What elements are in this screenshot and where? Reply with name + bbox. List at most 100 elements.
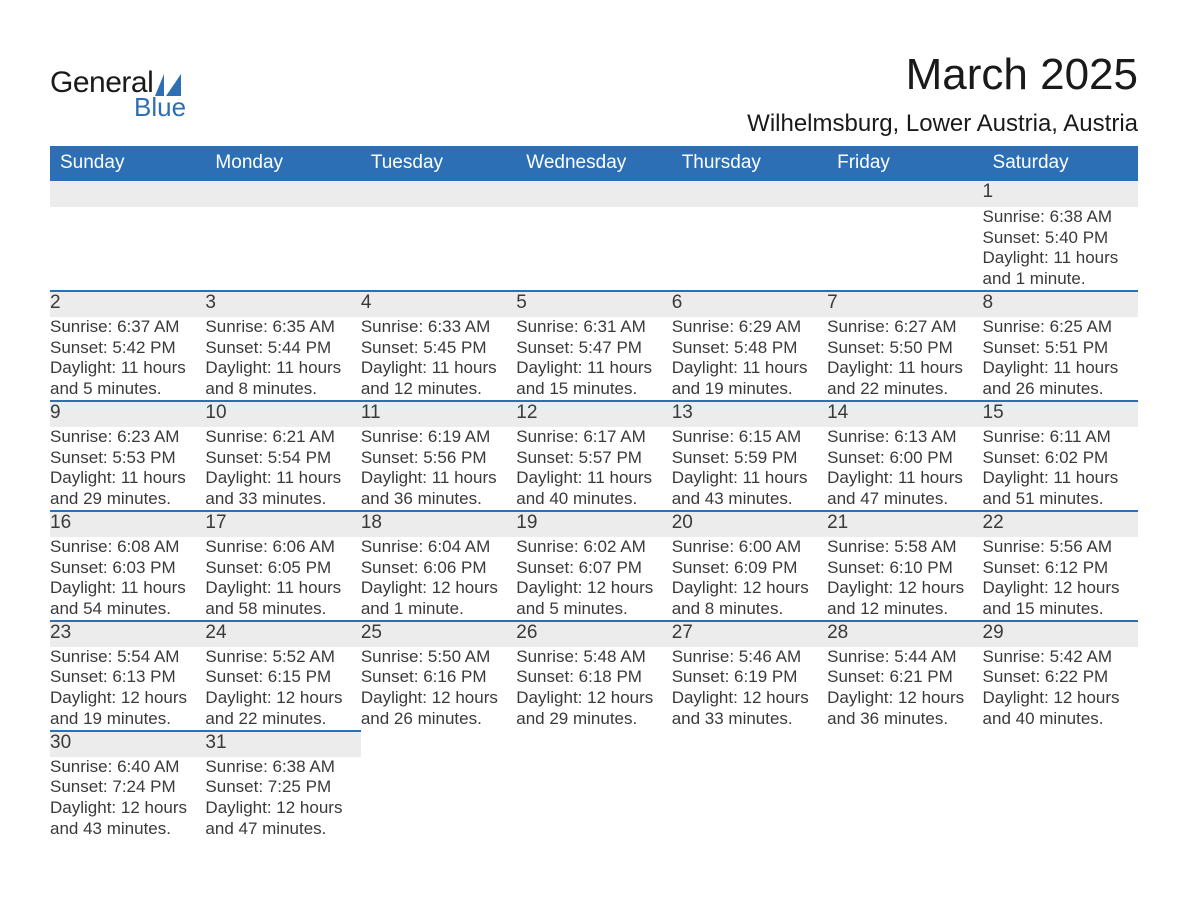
day-detail-cell: Sunrise: 6:08 AMSunset: 6:03 PMDaylight:… [50, 537, 205, 621]
day-sr: Sunrise: 5:42 AM [983, 647, 1138, 668]
day-d1: Daylight: 11 hours [205, 468, 360, 489]
day-number-cell [827, 181, 982, 207]
day-detail-cell: Sunrise: 6:40 AMSunset: 7:24 PMDaylight:… [50, 757, 205, 840]
day-ss: Sunset: 6:13 PM [50, 667, 205, 688]
day-ss: Sunset: 5:40 PM [983, 228, 1138, 249]
day-detail-cell: Sunrise: 6:23 AMSunset: 5:53 PMDaylight:… [50, 427, 205, 511]
day-number-row: 2345678 [50, 291, 1138, 317]
day-detail-cell: Sunrise: 6:31 AMSunset: 5:47 PMDaylight:… [516, 317, 671, 401]
day-detail-cell: Sunrise: 5:48 AMSunset: 6:18 PMDaylight:… [516, 647, 671, 731]
day-detail-cell [361, 757, 516, 840]
day-number-cell: 6 [672, 291, 827, 317]
day-detail-cell: Sunrise: 5:44 AMSunset: 6:21 PMDaylight:… [827, 647, 982, 731]
day-sr: Sunrise: 6:38 AM [983, 207, 1138, 228]
day-number-cell: 25 [361, 621, 516, 647]
day-d1: Daylight: 11 hours [672, 468, 827, 489]
day-d1: Daylight: 12 hours [827, 688, 982, 709]
day-d2: and 26 minutes. [361, 709, 516, 730]
day-d2: and 29 minutes. [516, 709, 671, 730]
day-sr: Sunrise: 6:23 AM [50, 427, 205, 448]
day-number-cell: 11 [361, 401, 516, 427]
day-d1: Daylight: 11 hours [205, 578, 360, 599]
day-detail-cell: Sunrise: 5:46 AMSunset: 6:19 PMDaylight:… [672, 647, 827, 731]
day-d1: Daylight: 11 hours [827, 358, 982, 379]
day-d2: and 15 minutes. [516, 379, 671, 400]
day-number-row: 9101112131415 [50, 401, 1138, 427]
day-number-cell: 14 [827, 401, 982, 427]
day-d1: Daylight: 11 hours [50, 468, 205, 489]
day-ss: Sunset: 5:56 PM [361, 448, 516, 469]
day-number-row: 1 [50, 181, 1138, 207]
day-sr: Sunrise: 5:52 AM [205, 647, 360, 668]
day-sr: Sunrise: 5:56 AM [983, 537, 1138, 558]
day-number-cell: 17 [205, 511, 360, 537]
day-d1: Daylight: 11 hours [361, 468, 516, 489]
day-ss: Sunset: 6:15 PM [205, 667, 360, 688]
day-number-cell: 30 [50, 731, 205, 757]
day-number-cell: 10 [205, 401, 360, 427]
day-d2: and 26 minutes. [983, 379, 1138, 400]
day-number-cell [205, 181, 360, 207]
day-number-cell [983, 731, 1138, 757]
day-number-cell: 8 [983, 291, 1138, 317]
month-title: March 2025 [747, 50, 1138, 100]
day-detail-cell [50, 207, 205, 291]
day-number-cell: 15 [983, 401, 1138, 427]
day-number-cell: 28 [827, 621, 982, 647]
weekday-header: Monday [205, 146, 360, 181]
day-d2: and 54 minutes. [50, 599, 205, 620]
day-detail-cell: Sunrise: 6:00 AMSunset: 6:09 PMDaylight:… [672, 537, 827, 621]
day-detail-cell: Sunrise: 6:02 AMSunset: 6:07 PMDaylight:… [516, 537, 671, 621]
day-detail-cell: Sunrise: 5:54 AMSunset: 6:13 PMDaylight:… [50, 647, 205, 731]
day-ss: Sunset: 6:03 PM [50, 558, 205, 579]
day-sr: Sunrise: 6:04 AM [361, 537, 516, 558]
day-sr: Sunrise: 6:33 AM [361, 317, 516, 338]
day-detail-cell [516, 207, 671, 291]
day-d2: and 47 minutes. [827, 489, 982, 510]
day-number-cell: 2 [50, 291, 205, 317]
day-d2: and 29 minutes. [50, 489, 205, 510]
day-number-cell: 19 [516, 511, 671, 537]
day-d2: and 36 minutes. [361, 489, 516, 510]
day-detail-cell: Sunrise: 6:15 AMSunset: 5:59 PMDaylight:… [672, 427, 827, 511]
header: General Blue March 2025 Wilhelmsburg, Lo… [50, 50, 1138, 138]
day-detail-cell: Sunrise: 6:35 AMSunset: 5:44 PMDaylight:… [205, 317, 360, 401]
day-detail-cell: Sunrise: 6:13 AMSunset: 6:00 PMDaylight:… [827, 427, 982, 511]
day-d1: Daylight: 12 hours [983, 578, 1138, 599]
day-detail-cell: Sunrise: 6:27 AMSunset: 5:50 PMDaylight:… [827, 317, 982, 401]
day-ss: Sunset: 7:25 PM [205, 777, 360, 798]
day-ss: Sunset: 6:06 PM [361, 558, 516, 579]
day-number-row: 23242526272829 [50, 621, 1138, 647]
day-sr: Sunrise: 6:08 AM [50, 537, 205, 558]
day-d1: Daylight: 12 hours [50, 798, 205, 819]
title-block: March 2025 Wilhelmsburg, Lower Austria, … [747, 50, 1138, 138]
day-ss: Sunset: 7:24 PM [50, 777, 205, 798]
day-sr: Sunrise: 6:17 AM [516, 427, 671, 448]
day-sr: Sunrise: 6:00 AM [672, 537, 827, 558]
day-detail-cell: Sunrise: 6:17 AMSunset: 5:57 PMDaylight:… [516, 427, 671, 511]
day-d2: and 8 minutes. [672, 599, 827, 620]
day-d1: Daylight: 11 hours [516, 358, 671, 379]
day-d1: Daylight: 12 hours [983, 688, 1138, 709]
day-sr: Sunrise: 6:37 AM [50, 317, 205, 338]
day-sr: Sunrise: 6:21 AM [205, 427, 360, 448]
day-ss: Sunset: 5:54 PM [205, 448, 360, 469]
day-d1: Daylight: 11 hours [50, 358, 205, 379]
day-number-cell [361, 181, 516, 207]
day-detail-cell: Sunrise: 6:29 AMSunset: 5:48 PMDaylight:… [672, 317, 827, 401]
day-d2: and 22 minutes. [205, 709, 360, 730]
day-d2: and 19 minutes. [672, 379, 827, 400]
day-detail-row: Sunrise: 6:40 AMSunset: 7:24 PMDaylight:… [50, 757, 1138, 840]
logo-word-blue: Blue [134, 92, 186, 123]
day-sr: Sunrise: 6:31 AM [516, 317, 671, 338]
day-detail-cell: Sunrise: 6:04 AMSunset: 6:06 PMDaylight:… [361, 537, 516, 621]
day-ss: Sunset: 6:07 PM [516, 558, 671, 579]
day-detail-cell: Sunrise: 6:38 AMSunset: 7:25 PMDaylight:… [205, 757, 360, 840]
day-d1: Daylight: 12 hours [827, 578, 982, 599]
day-ss: Sunset: 5:42 PM [50, 338, 205, 359]
day-d2: and 40 minutes. [983, 709, 1138, 730]
day-ss: Sunset: 5:47 PM [516, 338, 671, 359]
day-number-cell [361, 731, 516, 757]
logo-triangle-icon [155, 74, 181, 96]
day-d1: Daylight: 12 hours [50, 688, 205, 709]
